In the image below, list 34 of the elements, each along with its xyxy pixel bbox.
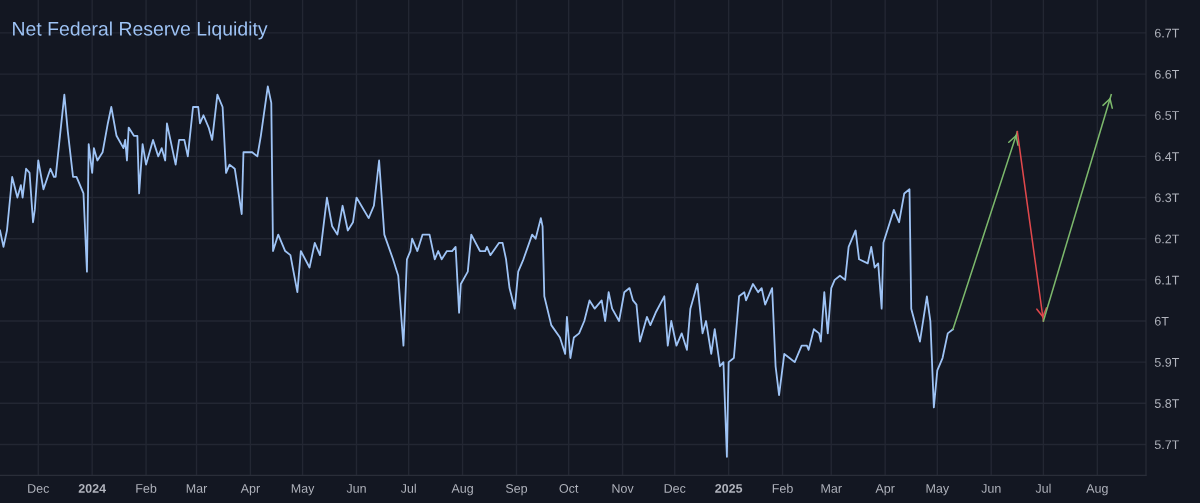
x-tick-label: 2025: [715, 484, 743, 493]
x-tick-label: Apr: [875, 484, 895, 496]
x-tick-label: Feb: [772, 483, 793, 493]
x-tick-label: Aug: [1086, 484, 1108, 496]
y-tick-label: 6.2T: [1154, 234, 1180, 244]
x-tick-label: Aug: [451, 484, 473, 496]
text: Net Federal Reserve Liquidity: [13, 21, 268, 40]
y-tick-label: 6.5T: [1154, 111, 1180, 120]
y-tick-label: 5.8T: [1154, 399, 1180, 408]
y-tick-label: 6.3T: [1154, 193, 1180, 203]
x-tick-label: Feb: [136, 483, 157, 493]
x-tick-label: Jul: [400, 483, 416, 493]
x-tick-label: Dec: [28, 484, 50, 493]
x-tick-label: 2024: [78, 484, 107, 493]
x-tick-label: Mar: [821, 484, 842, 493]
y-tick-label: 6.6T: [1154, 69, 1180, 79]
x-tick-label: May: [291, 484, 315, 496]
y-tick-label: 6.4T: [1154, 152, 1180, 162]
y-tick-label: 5.7T: [1154, 440, 1180, 450]
y-tick-label: 5.9T: [1154, 357, 1180, 367]
x-tick-label: Apr: [240, 484, 260, 496]
x-tick-label: Jun: [346, 484, 366, 493]
x-tick-label: May: [926, 484, 950, 496]
x-tick-label: Jul: [1035, 483, 1051, 493]
x-tick-label: Jun: [981, 484, 1001, 493]
x-tick-label: Oct: [559, 484, 579, 493]
x-tick-label: Dec: [664, 484, 686, 493]
line-series: [0, 85, 954, 458]
y-tick-label: 6.7T: [1154, 28, 1180, 38]
x-tick-label: Mar: [186, 484, 208, 493]
y-tick-label: 6.1T: [1154, 275, 1180, 285]
x-tick-label: Sep: [505, 484, 528, 496]
x-tick-label: Nov: [612, 484, 634, 493]
y-tick-label: 6T: [1154, 316, 1169, 326]
